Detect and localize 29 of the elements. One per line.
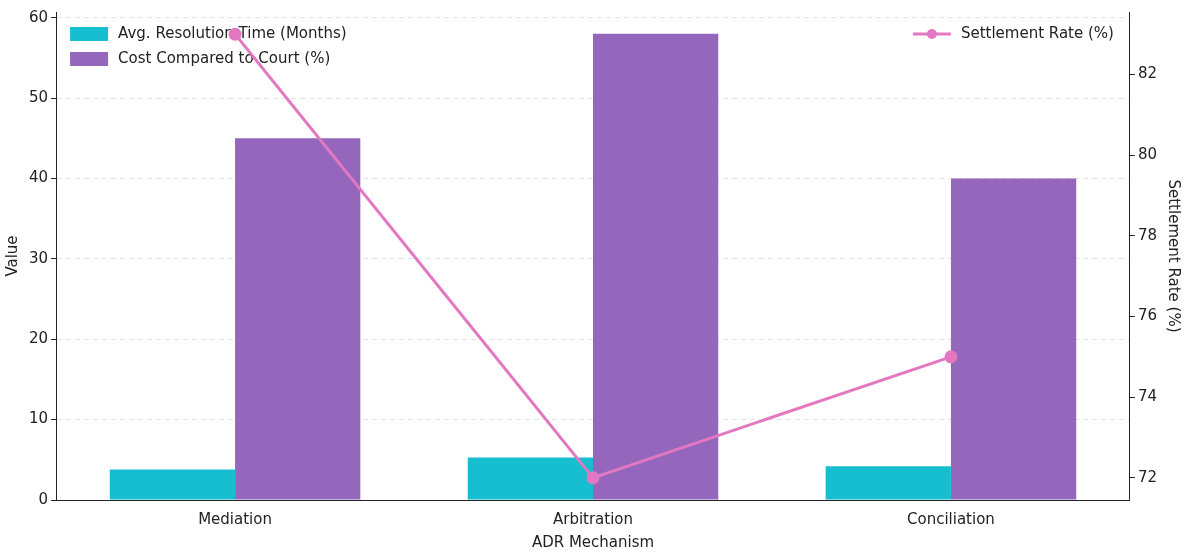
y-axis-title: Value bbox=[2, 235, 21, 277]
y2-tick-label: 82 bbox=[1137, 64, 1158, 83]
x-axis-title: ADR Mechanism bbox=[531, 532, 655, 551]
bar bbox=[825, 466, 951, 500]
bar bbox=[235, 138, 361, 500]
y2-tick-label: 72 bbox=[1137, 467, 1158, 486]
y2-tick-label: 76 bbox=[1137, 306, 1158, 325]
y-tick-label: 0 bbox=[38, 489, 49, 508]
y2-tick-label: 80 bbox=[1137, 145, 1158, 164]
x-tick-label: Arbitration bbox=[552, 509, 634, 528]
x-tick-label: Conciliation bbox=[907, 509, 995, 528]
y-tick-label: 60 bbox=[28, 7, 49, 26]
y2-tick-label: 78 bbox=[1137, 225, 1158, 244]
y-tick-label: 20 bbox=[28, 329, 49, 348]
point bbox=[586, 471, 600, 485]
y-tick-label: 40 bbox=[28, 168, 49, 187]
bar bbox=[950, 178, 1077, 500]
legend-label: Cost Compared to Court (%) bbox=[118, 48, 331, 67]
y-tick-label: 50 bbox=[28, 87, 49, 106]
y-tick-label: 10 bbox=[28, 409, 49, 428]
y2-axis-title: Settlement Rate (%) bbox=[1165, 179, 1184, 333]
bar bbox=[467, 457, 593, 500]
bar bbox=[109, 469, 236, 500]
bar bbox=[593, 33, 719, 500]
y2-tick-label: 74 bbox=[1137, 387, 1158, 406]
y-tick-label: 30 bbox=[28, 248, 49, 267]
point bbox=[944, 350, 958, 364]
legend-label: Settlement Rate (%) bbox=[960, 23, 1114, 42]
x-tick-label: Mediation bbox=[198, 509, 272, 528]
